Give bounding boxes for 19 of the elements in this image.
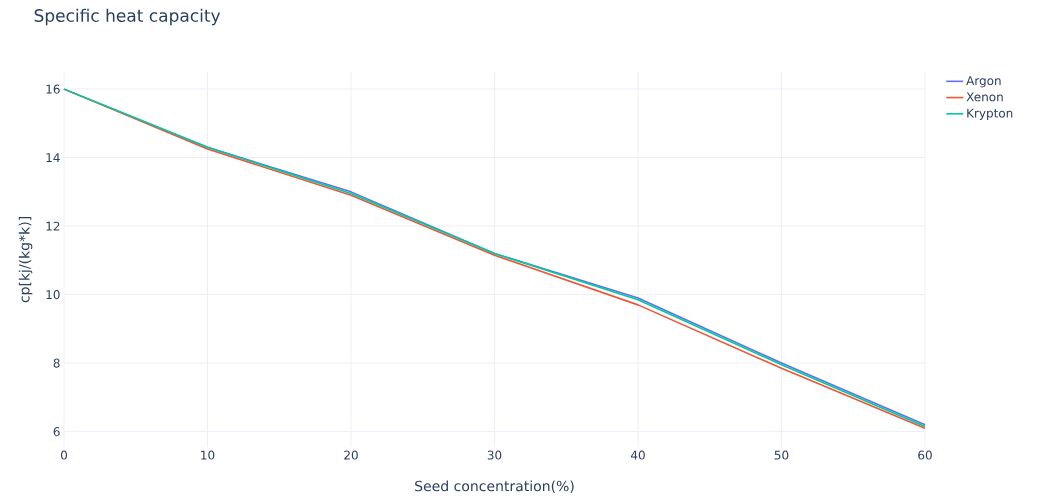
y-tick-label: 8 [53, 358, 60, 368]
y-tick-label: 6 [53, 427, 60, 437]
x-tick-label: 10 [201, 450, 215, 460]
x-tick-label: 20 [344, 450, 358, 460]
legend-label: Xenon [966, 92, 1003, 102]
x-tick-label: 50 [774, 450, 789, 460]
y-tick-label: 10 [46, 290, 60, 300]
x-tick-label: 30 [487, 450, 502, 460]
x-tick-label: 0 [60, 450, 68, 460]
y-tick-label: 14 [46, 153, 60, 162]
y-tick-label: 16 [46, 84, 60, 94]
legend-label: Krypton [967, 108, 1013, 120]
y-axis-title: cp[kj/(kg*k)] [18, 217, 33, 303]
x-tick-label: 40 [630, 450, 645, 460]
x-axis-title: Seed concentration(%) [415, 480, 574, 493]
chart-title: Specific heat capacity [34, 8, 221, 26]
x-tick-label: 60 [918, 450, 932, 460]
legend-label: Argon [966, 76, 1001, 88]
y-tick-label: 12 [46, 221, 60, 231]
